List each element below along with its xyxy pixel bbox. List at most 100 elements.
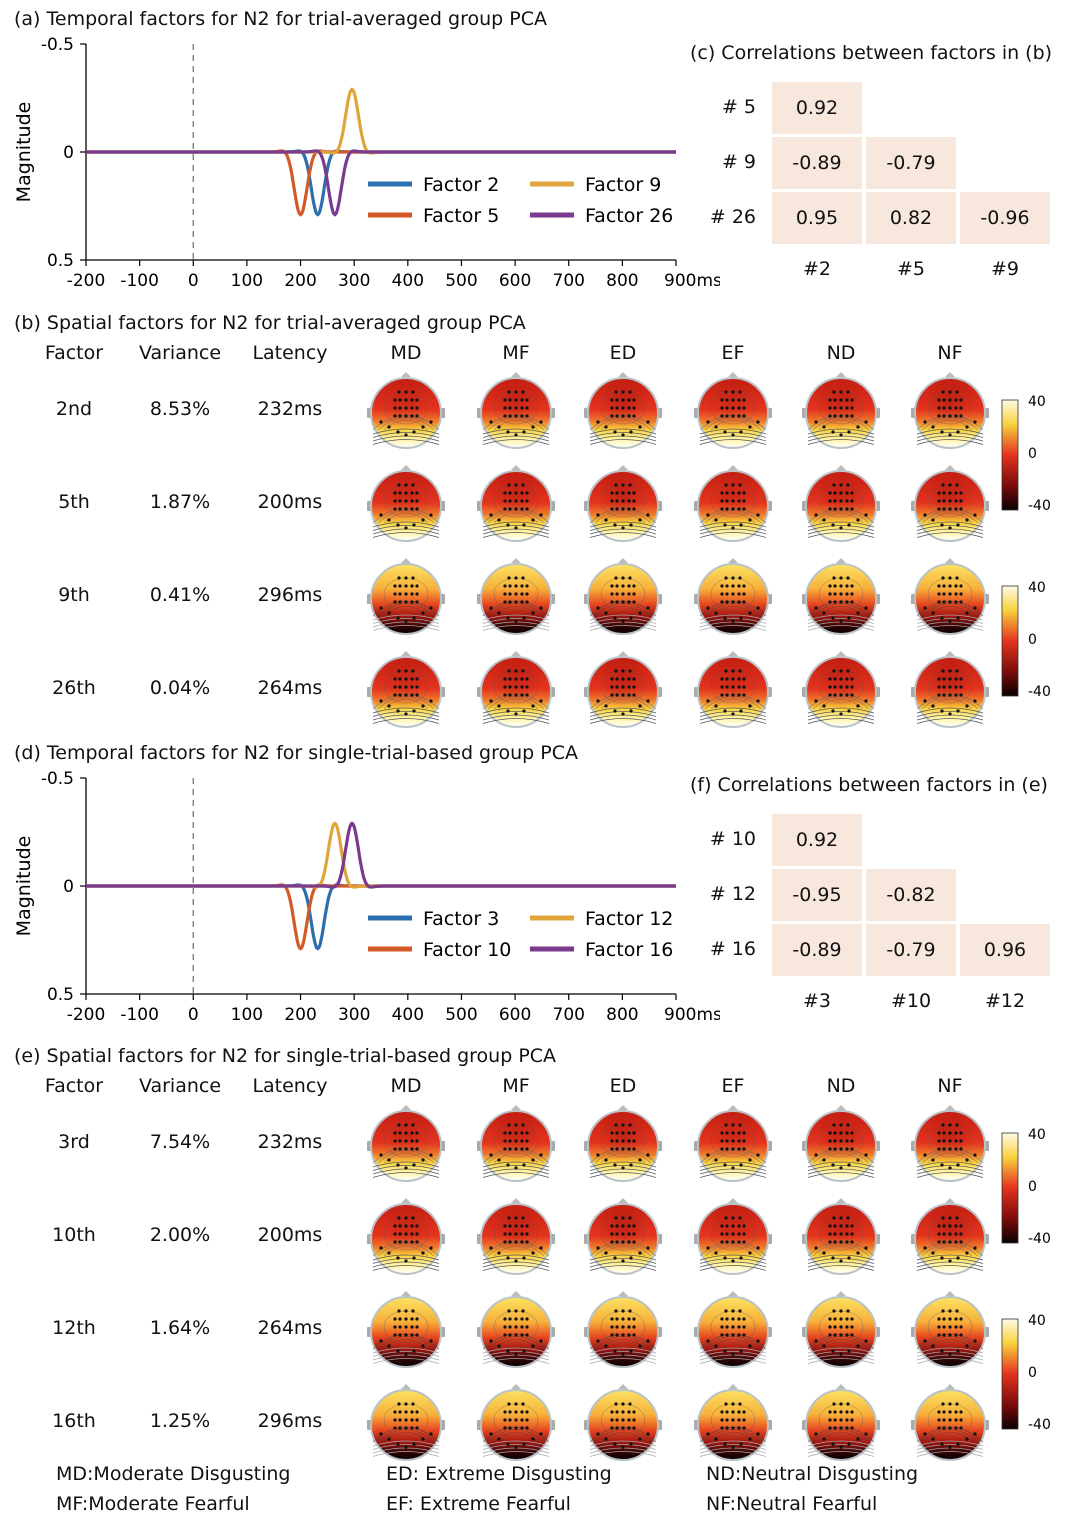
factor-label: 16th: [52, 1410, 96, 1432]
corr-cell: 0.92: [772, 82, 862, 134]
scalp-map: [694, 651, 772, 728]
column-header: EF: [721, 342, 745, 364]
scalp-map: [584, 1105, 662, 1182]
y-tick-label: 0.5: [47, 985, 74, 1005]
scalp-map: [477, 651, 555, 728]
scalp-map-cell: [692, 1198, 774, 1284]
scalp-map-cell: [800, 558, 882, 644]
colorbar-tick: 40: [1028, 394, 1046, 410]
scalp-map: [367, 1198, 445, 1275]
latency-value: 296ms: [257, 584, 323, 606]
scalp-map-cell: [800, 651, 882, 737]
y-tick-label: -0.5: [41, 769, 74, 789]
scalp-map-cell: [692, 1105, 774, 1191]
factor-label: 9th: [58, 584, 90, 606]
scalp-map-cell: [582, 558, 664, 644]
panel-c-title: (c) Correlations between factors in (b): [690, 42, 1053, 64]
scalp-map-cell: [909, 465, 991, 551]
latency-value: 264ms: [257, 677, 323, 699]
panel-a-title: (a) Temporal factors for N2 for trial-av…: [14, 8, 547, 30]
variance-value: 8.53%: [149, 398, 211, 420]
x-tick-label: 900ms: [664, 1005, 720, 1025]
corr-cell: -0.96: [960, 192, 1050, 244]
scalp-map-cell: [692, 651, 774, 737]
scalp-map: [477, 558, 555, 635]
column-header: Latency: [252, 1075, 328, 1097]
scalp-map: [477, 372, 555, 449]
x-tick-label: 500: [445, 271, 477, 291]
colorbar: 40 0 -40: [1001, 580, 1051, 700]
variance-value: 1.25%: [149, 1410, 211, 1432]
y-tick-label: -0.5: [41, 35, 74, 55]
corr-col-label: #12: [984, 990, 1026, 1012]
column-header: MD: [390, 1075, 422, 1097]
corr-col-label: #10: [890, 990, 932, 1012]
x-tick-label: 900ms: [664, 271, 720, 291]
corr-cell: -0.89: [772, 924, 862, 976]
scalp-map-cell: [475, 1198, 557, 1284]
scalp-map: [694, 1384, 772, 1461]
column-header: MF: [502, 1075, 530, 1097]
factor-label: 5th: [58, 491, 90, 513]
corr-row-label: # 12: [709, 883, 756, 905]
scalp-map-cell: [692, 1384, 774, 1470]
scalp-map: [367, 1291, 445, 1368]
colorbar-tick: -40: [1028, 684, 1051, 700]
colorbar-tick: 40: [1028, 1313, 1046, 1329]
column-header: NF: [937, 342, 963, 364]
corr-cell: 0.95: [772, 192, 862, 244]
legend-label: Factor 9: [585, 174, 661, 196]
scalp-map: [367, 1384, 445, 1461]
scalp-map: [802, 558, 880, 635]
scalp-map-cell: [692, 372, 774, 458]
scalp-map-cell: [909, 651, 991, 737]
factor-label: 3rd: [58, 1131, 90, 1153]
scalp-map: [911, 1105, 989, 1182]
scalp-map: [694, 1198, 772, 1275]
scalp-map-cell: [909, 1198, 991, 1284]
series-line: [86, 821, 676, 889]
factor-label: 10th: [52, 1224, 96, 1246]
scalp-map: [802, 465, 880, 542]
scalp-map: [802, 1291, 880, 1368]
scalp-map-cell: [365, 372, 447, 458]
latency-value: 296ms: [257, 1410, 323, 1432]
column-header: ED: [609, 342, 637, 364]
scalp-map-cell: [365, 558, 447, 644]
scalp-map-cell: [365, 465, 447, 551]
series-line: [86, 821, 676, 889]
colorbar: 40 0 -40: [1001, 1313, 1051, 1433]
scalp-map: [584, 1291, 662, 1368]
column-header: NF: [937, 1075, 963, 1097]
legend-label: Factor 3: [423, 908, 499, 930]
scalp-map: [802, 1198, 880, 1275]
scalp-map: [911, 651, 989, 728]
scalp-map-cell: [365, 1291, 447, 1377]
scalp-map: [584, 651, 662, 728]
scalp-map-cell: [365, 651, 447, 737]
spatial-table-b: Factor Variance Latency MD MF ED EF ND NF 2nd 8.53…: [0, 338, 1065, 728]
legend-label: Factor 26: [585, 205, 673, 227]
corr-row-label: # 10: [709, 828, 756, 850]
variance-value: 7.54%: [149, 1131, 211, 1153]
x-tick-label: 700: [553, 1005, 585, 1025]
scalp-map: [584, 1384, 662, 1461]
scalp-map-cell: [365, 1384, 447, 1470]
legend-ef: EF: Extreme Fearful: [386, 1493, 571, 1515]
scalp-map-cell: [800, 372, 882, 458]
spatial-table-e: Factor Variance Latency MD MF ED EF ND NF 3rd 7.54…: [0, 1071, 1065, 1461]
column-header: MD: [390, 342, 422, 364]
x-tick-label: 200: [284, 1005, 316, 1025]
corr-col-label: #9: [990, 258, 1019, 280]
corr-row-label: # 9: [721, 151, 756, 173]
scalp-map: [584, 1198, 662, 1275]
scalp-map: [477, 1105, 555, 1182]
x-tick-label: 400: [392, 271, 424, 291]
colorbar-tick: -40: [1028, 498, 1051, 514]
scalp-map: [477, 1291, 555, 1368]
scalp-map-cell: [475, 1291, 557, 1377]
column-header: Variance: [138, 342, 222, 364]
scalp-map-cell: [365, 1198, 447, 1284]
x-tick-label: -200: [67, 1005, 106, 1025]
panel-e-title: (e) Spatial factors for N2 for single-tr…: [14, 1045, 557, 1067]
